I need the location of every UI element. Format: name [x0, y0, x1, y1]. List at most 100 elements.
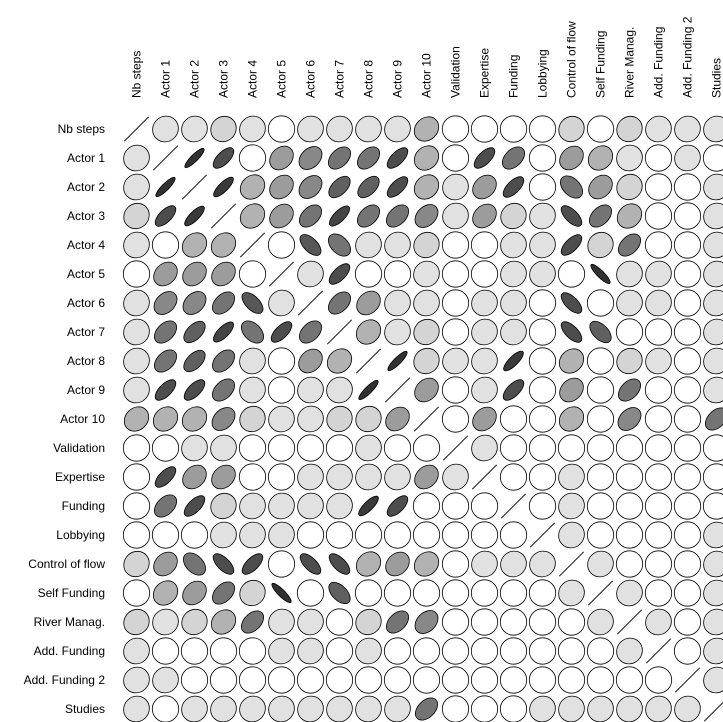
cell-funding-actor-1: [154, 494, 177, 518]
cell-control-of-flow-actor-5: [267, 550, 296, 578]
cell-nb-steps-expertise: [470, 115, 499, 143]
cell-river-manag-river-manag: [616, 609, 643, 635]
cell-add-funding-expertise: [470, 637, 499, 665]
cell-actor-6-actor-9: [384, 289, 411, 317]
cell-actor-2-actor-4: [239, 174, 266, 200]
cell-expertise-validation: [442, 463, 469, 491]
cell-actor-6-funding: [500, 289, 527, 317]
cell-actor-10-funding: [499, 405, 528, 433]
cell-actor-7-studies: [703, 318, 723, 346]
cell-actor-7-add-funding: [644, 318, 673, 346]
cell-funding-actor-9: [386, 495, 409, 517]
cell-actor-4-actor-1: [151, 231, 180, 259]
cell-actor-8-validation: [442, 347, 469, 375]
cell-actor-6-actor-6: [297, 290, 324, 316]
cell-add-funding-2-actor-10: [412, 666, 441, 694]
cell-control-of-flow-add-funding-2: [673, 550, 702, 578]
cell-actor-5-actor-6: [297, 260, 324, 288]
cell-actor-5-actor-10: [413, 260, 440, 288]
cell-river-manag-actor-5: [268, 608, 295, 636]
cell-studies-actor-4: [239, 695, 266, 722]
cell-studies-validation: [441, 695, 470, 722]
cell-nb-steps-actor-1: [152, 115, 179, 143]
cell-add-funding-2-nb-steps: [123, 666, 150, 694]
cell-nb-steps-funding: [499, 115, 528, 143]
cell-river-manag-actor-4: [241, 610, 264, 634]
cell-actor-7-actor-7: [326, 319, 353, 345]
cell-actor-4-validation: [441, 231, 470, 259]
cell-add-funding-2-funding: [499, 666, 528, 694]
cell-funding-nb-steps: [122, 492, 151, 520]
cell-studies-studies: [703, 701, 723, 722]
cell-actor-2-actor-2: [181, 174, 208, 200]
cell-actor-1-lobbying: [528, 144, 557, 172]
cell-actor-3-expertise: [472, 203, 497, 229]
cell-actor-2-actor-3: [213, 176, 234, 198]
cell-add-funding-add-funding: [645, 638, 672, 664]
cell-actor-8-nb-steps: [123, 347, 150, 375]
cell-funding-self-funding: [586, 492, 615, 520]
cell-actor-3-actor-1: [154, 205, 177, 227]
cell-actor-3-validation: [442, 202, 469, 230]
cell-river-manag-studies: [703, 608, 723, 636]
cell-validation-add-funding: [644, 434, 673, 462]
cell-expertise-self-funding: [586, 463, 615, 491]
cell-actor-4-studies: [703, 231, 723, 259]
cell-funding-validation: [441, 492, 470, 520]
cell-actor-5-river-manag: [616, 260, 643, 288]
cell-actor-1-actor-3: [212, 147, 235, 169]
cell-self-funding-nb-steps: [122, 579, 151, 607]
cell-actor-3-studies: [703, 202, 723, 230]
cell-self-funding-actor-5: [271, 582, 292, 604]
cell-actor-8-expertise: [471, 347, 498, 375]
cell-add-funding-actor-5: [268, 637, 295, 665]
cell-actor-2-add-funding-2: [673, 173, 702, 201]
column-label-actor-5: Actor 5: [275, 60, 289, 98]
column-label-validation: Validation: [449, 46, 463, 98]
cell-add-funding-actor-6: [297, 637, 324, 665]
cell-add-funding-2-actor-6: [296, 666, 325, 694]
cell-actor-6-self-funding: [586, 289, 615, 317]
cell-expertise-actor-4: [238, 463, 267, 491]
column-label-lobbying: Lobbying: [536, 49, 550, 98]
cell-lobbying-add-funding-2: [673, 521, 702, 549]
cell-self-funding-lobbying: [528, 579, 557, 607]
cell-actor-7-actor-2: [183, 320, 206, 344]
cell-nb-steps-nb-steps: [123, 116, 150, 142]
cell-actor-5-self-funding: [590, 263, 611, 285]
cell-lobbying-actor-5: [268, 521, 295, 549]
cell-control-of-flow-studies: [703, 550, 723, 578]
cell-actor-3-actor-9: [386, 204, 409, 228]
cell-add-funding-2-studies: [703, 666, 723, 694]
column-labels: Nb steps Actor 1 Actor 2 Actor 3 Actor 4 Acto…: [130, 16, 723, 98]
cell-actor-10-control-of-flow: [558, 406, 585, 432]
column-label-nb-steps: Nb steps: [130, 51, 144, 98]
cell-expertise-actor-5: [267, 463, 296, 491]
cell-expertise-actor-7: [326, 463, 353, 491]
cell-validation-actor-2: [181, 434, 208, 462]
cell-add-funding-actor-4: [238, 637, 267, 665]
cell-validation-control-of-flow: [557, 434, 586, 462]
cell-add-funding-2-expertise: [470, 666, 499, 694]
cell-actor-8-actor-8: [355, 348, 382, 374]
cell-studies-actor-5: [268, 695, 295, 722]
cell-actor-9-control-of-flow: [559, 377, 584, 403]
cell-actor-9-actor-2: [183, 379, 206, 401]
row-label-self-funding: Self Funding: [38, 586, 105, 600]
column-label-actor-4: Actor 4: [246, 60, 260, 98]
cell-funding-control-of-flow: [558, 492, 585, 520]
column-label-funding: Funding: [507, 55, 521, 98]
cell-studies-actor-1: [151, 695, 180, 722]
cell-add-funding-actor-10: [412, 637, 441, 665]
cell-actor-3-actor-10: [414, 204, 439, 228]
cell-lobbying-funding: [499, 521, 528, 549]
cell-actor-10-add-funding-2: [673, 405, 702, 433]
cell-actor-1-studies: [702, 144, 723, 172]
cell-self-funding-actor-8: [354, 579, 383, 607]
cell-add-funding-2-actor-5: [267, 666, 296, 694]
cell-funding-actor-3: [210, 492, 237, 520]
cell-actor-9-actor-4: [239, 376, 266, 404]
cell-studies-actor-7: [326, 695, 353, 722]
cell-actor-6-add-funding-2: [673, 289, 702, 317]
cell-actor-7-lobbying: [528, 318, 557, 346]
